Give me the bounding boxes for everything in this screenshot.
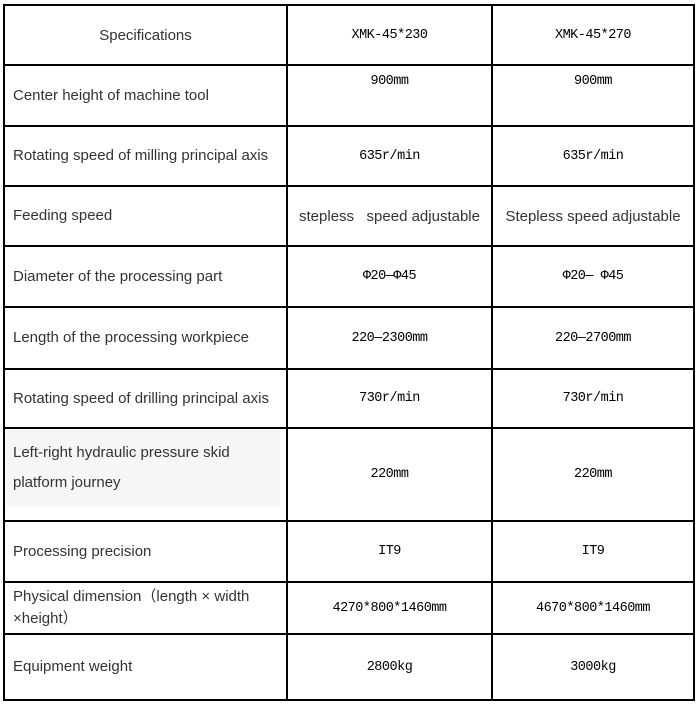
spec-row-processing-precision: Processing precision IT9 IT9 [3, 520, 695, 583]
spec-label: Processing precision [3, 520, 288, 583]
spec-row-milling-speed: Rotating speed of milling principal axis… [3, 125, 695, 187]
spec-label: Physical dimension（length × width ×heigh… [3, 581, 288, 635]
header-model-xmk45-270: XMK-45*270 [491, 4, 695, 66]
spec-label: Rotating speed of drilling principal axi… [3, 368, 288, 429]
spec-value-xmk45-270: Φ20— Φ45 [491, 245, 695, 308]
spec-value-xmk45-230: 4270*800*1460mm [286, 581, 493, 635]
spec-value-xmk45-230: IT9 [286, 520, 493, 583]
spec-value-xmk45-230: Φ20—Φ45 [286, 245, 493, 308]
spec-value-xmk45-230: 900mm [286, 64, 493, 127]
spec-value-xmk45-270: Stepless speed adjustable [491, 185, 695, 247]
spec-value-xmk45-230: 2800kg [286, 633, 493, 701]
spec-row-equipment-weight: Equipment weight 2800kg 3000kg [3, 633, 695, 701]
spec-value-xmk45-230: 220—2300mm [286, 306, 493, 370]
spec-label: Diameter of the processing part [3, 245, 288, 308]
spec-value-xmk45-230: 220mm [286, 427, 493, 522]
spec-value-xmk45-230: stepless speed adjustable [286, 185, 493, 247]
spec-value-xmk45-230: 635r/min [286, 125, 493, 187]
spec-row-physical-dimension: Physical dimension（length × width ×heigh… [3, 581, 695, 635]
spec-value-xmk45-270: 900mm [491, 64, 695, 127]
spec-row-skid-platform-journey: Left-right hydraulic pressure skid platf… [3, 427, 695, 522]
spec-label: Length of the processing workpiece [3, 306, 288, 370]
spec-label: Left-right hydraulic pressure skid platf… [3, 427, 288, 522]
spec-label: Equipment weight [3, 633, 288, 701]
header-model-xmk45-230: XMK-45*230 [286, 4, 493, 66]
spec-label: Center height of machine tool [3, 64, 288, 127]
spec-value-xmk45-270: IT9 [491, 520, 695, 583]
spec-value-xmk45-270: 635r/min [491, 125, 695, 187]
spec-value-xmk45-270: 4670*800*1460mm [491, 581, 695, 635]
highlighted-label: Left-right hydraulic pressure skid platf… [6, 430, 280, 506]
spec-value-xmk45-270: 730r/min [491, 368, 695, 429]
spec-row-workpiece-length: Length of the processing workpiece 220—2… [3, 306, 695, 370]
spec-label: Rotating speed of milling principal axis [3, 125, 288, 187]
spec-row-center-height: Center height of machine tool 900mm 900m… [3, 64, 695, 127]
spec-row-feeding-speed: Feeding speed stepless speed adjustable … [3, 185, 695, 247]
header-row: Specifications XMK-45*230 XMK-45*270 [3, 4, 695, 66]
spec-value-xmk45-230: 730r/min [286, 368, 493, 429]
spec-value-xmk45-270: 220mm [491, 427, 695, 522]
spec-value-xmk45-270: 220—2700mm [491, 306, 695, 370]
header-specifications: Specifications [3, 4, 288, 66]
specifications-table: Specifications XMK-45*230 XMK-45*270 Cen… [3, 4, 695, 701]
spec-label: Feeding speed [3, 185, 288, 247]
spec-row-drilling-speed: Rotating speed of drilling principal axi… [3, 368, 695, 429]
spec-value-xmk45-270: 3000kg [491, 633, 695, 701]
spec-row-diameter: Diameter of the processing part Φ20—Φ45 … [3, 245, 695, 308]
